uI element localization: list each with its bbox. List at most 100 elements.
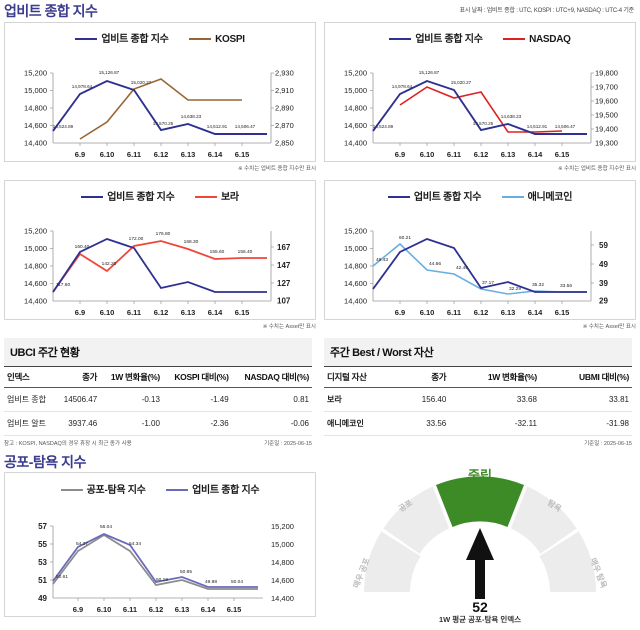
svg-text:37.17: 37.17 (482, 280, 494, 286)
svg-text:15,000: 15,000 (24, 86, 47, 95)
svg-text:117.60: 117.60 (56, 282, 71, 288)
svg-text:19,800: 19,800 (595, 69, 618, 78)
svg-text:14,800: 14,800 (24, 104, 47, 113)
svg-text:53: 53 (38, 558, 47, 567)
svg-text:6.11: 6.11 (127, 308, 141, 317)
svg-text:19,700: 19,700 (595, 83, 618, 92)
table-row[interactable]: 보라 156.40 33.68 33.81 (324, 387, 632, 412)
legend-label-fear-greed: 공포-탐욕 지수 (86, 485, 146, 496)
svg-text:55: 55 (38, 540, 47, 549)
cell-close: 14506.47 (55, 387, 101, 412)
col-vs-ubmi: UBMI 대비(%) (539, 367, 632, 388)
col-change-1w: 1W 변화율(%) (100, 367, 163, 388)
gauge-segment-very-greed (539, 531, 596, 592)
cell-index: 업비트 종합 (4, 387, 56, 412)
svg-text:39: 39 (599, 279, 608, 288)
legend-item-fear-greed: 공포-탐욕 지수 (60, 481, 146, 496)
chart-svg-ubci-bora: 15,200 15,000 14,800 14,600 14,400 167 1… (24, 227, 291, 318)
svg-text:14,512.91: 14,512.91 (527, 124, 548, 129)
svg-text:51: 51 (38, 576, 47, 585)
ubci-weekly-table-title: UBCI 주간 현황 (10, 347, 80, 359)
best-worst-table: 디지털 자산 종가 1W 변화율(%) UBMI 대비(%) 보라 156.40… (324, 367, 632, 436)
chart-panel-ubci-bora: 업비트 종합 지수 보라 15,200 15,000 14,800 14,600… (4, 180, 316, 320)
svg-text:147: 147 (277, 261, 291, 270)
legend-swatch-anime (501, 196, 524, 199)
ubci-weekly-table-wrap: UBCI 주간 현황 인덱스 종가 1W 변화율(%) KOSPI 대비(%) … (4, 338, 312, 447)
legend-ubci-bora: 업비트 종합 지수 보라 (5, 188, 315, 203)
svg-text:19,600: 19,600 (595, 97, 618, 106)
cell-vs-ubmi: -31.98 (539, 411, 632, 436)
chart-panel-fear-greed: 공포-탐욕 지수 업비트 종합 지수 57 55 53 51 49 15,200… (4, 472, 316, 617)
svg-text:35.32: 35.32 (532, 282, 544, 288)
footnote-ubci-anime: ※ 수치는 Asset만 표시 (582, 324, 636, 330)
svg-text:49.43: 49.43 (376, 257, 388, 263)
legend-item-kospi: KOSPI (189, 34, 245, 45)
svg-text:14,400: 14,400 (344, 139, 367, 148)
header-bar: 업비트 종합 지수 표시 날짜 : 업비트 종합 : UTC, KOSPI : … (0, 0, 640, 25)
svg-text:6.10: 6.10 (97, 605, 112, 614)
svg-text:19,400: 19,400 (595, 125, 618, 134)
chart-panel-ubci-kospi: 업비트 종합 지수 KOSPI 15,200 15,000 14,800 14,… (4, 22, 316, 162)
gauge-value: 52 (472, 599, 488, 615)
svg-text:19,500: 19,500 (595, 111, 618, 120)
table-row[interactable]: 업비트 알트 3937.46 -1.00 -2.36 -0.06 (4, 411, 312, 436)
legend-ubci-kospi: 업비트 종합 지수 KOSPI (5, 30, 315, 45)
svg-text:54.37: 54.37 (76, 541, 88, 547)
svg-text:6.15: 6.15 (555, 308, 570, 317)
cell-index: 업비트 알트 (4, 411, 56, 436)
svg-text:167: 167 (277, 243, 291, 252)
svg-text:15,200: 15,200 (344, 227, 367, 236)
svg-text:6.14: 6.14 (208, 150, 223, 159)
ubci-weekly-table: 인덱스 종가 1W 변화율(%) KOSPI 대비(%) NASDAQ 대비(%… (4, 367, 312, 436)
svg-text:29: 29 (599, 297, 608, 306)
legend-ubci-nasdaq: 업비트 종합 지수 NASDAQ (325, 30, 635, 45)
svg-text:50.04: 50.04 (231, 579, 243, 585)
col-close: 종가 (399, 367, 450, 388)
gauge-svg: 중립 52 매우 공포 공포 탐욕 매우 탐욕 (351, 468, 610, 615)
svg-text:155.60: 155.60 (210, 249, 225, 255)
col-vs-kospi: KOSPI 대비(%) (162, 367, 232, 388)
svg-text:168.30: 168.30 (184, 239, 199, 245)
gauge-segment-fear (383, 486, 450, 554)
svg-text:49: 49 (599, 260, 608, 269)
svg-text:6.11: 6.11 (123, 605, 137, 614)
col-change-1w: 1W 변화율(%) (449, 367, 540, 388)
svg-text:15,200: 15,200 (271, 522, 294, 531)
svg-text:172.00: 172.00 (129, 236, 144, 242)
legend-swatch-ubci-4 (387, 196, 410, 199)
svg-text:49: 49 (38, 594, 47, 603)
svg-text:15,200: 15,200 (344, 69, 367, 78)
chart-svg-fear-greed: 57 55 53 51 49 15,200 15,000 14,800 14,6… (38, 522, 294, 614)
ubci-weekly-table-footer: 참고 : KOSPI, NASDAQ의 경우 휴장 시 최근 종가 사용 기준일… (4, 439, 312, 447)
legend-swatch-bora (194, 196, 217, 199)
svg-text:6.13: 6.13 (181, 308, 196, 317)
svg-text:2,910: 2,910 (275, 86, 294, 95)
svg-text:176.80: 176.80 (156, 231, 171, 237)
svg-text:14,512.91: 14,512.91 (207, 124, 228, 129)
svg-text:6.13: 6.13 (175, 605, 190, 614)
svg-text:6.13: 6.13 (501, 150, 516, 159)
svg-text:42.46: 42.46 (456, 265, 468, 271)
svg-text:6.15: 6.15 (235, 308, 250, 317)
legend-label-ubci-3: 업비트 종합 지수 (107, 192, 175, 203)
svg-text:14,524.89: 14,524.89 (373, 124, 394, 129)
legend-item-ubci-4: 업비트 종합 지수 (387, 188, 481, 203)
legend-label-bora: 보라 (220, 192, 239, 203)
legend-fear-greed: 공포-탐욕 지수 업비트 종합 지수 (5, 481, 315, 496)
svg-text:6.14: 6.14 (528, 150, 543, 159)
table-header-row: 인덱스 종가 1W 변화율(%) KOSPI 대비(%) NASDAQ 대비(%… (4, 367, 312, 388)
svg-text:33.56: 33.56 (560, 283, 572, 289)
svg-text:6.13: 6.13 (181, 150, 196, 159)
legend-item-ubci-2: 업비트 종합 지수 (389, 30, 483, 45)
svg-text:6.12: 6.12 (154, 308, 169, 317)
cell-asset: 애니메코인 (324, 411, 400, 436)
cell-close: 33.56 (399, 411, 450, 436)
ubci-weekly-note: 참고 : KOSPI, NASDAQ의 경우 휴장 시 최근 종가 사용 (4, 441, 132, 447)
svg-text:15,126.87: 15,126.87 (419, 70, 440, 75)
table-row[interactable]: 애니메코인 33.56 -32.11 -31.98 (324, 411, 632, 436)
svg-text:14,400: 14,400 (24, 297, 47, 306)
svg-text:127: 127 (277, 279, 291, 288)
svg-text:6.10: 6.10 (420, 308, 435, 317)
table-row[interactable]: 업비트 종합 14506.47 -0.13 -1.49 0.81 (4, 387, 312, 412)
svg-text:142.20: 142.20 (102, 261, 117, 267)
